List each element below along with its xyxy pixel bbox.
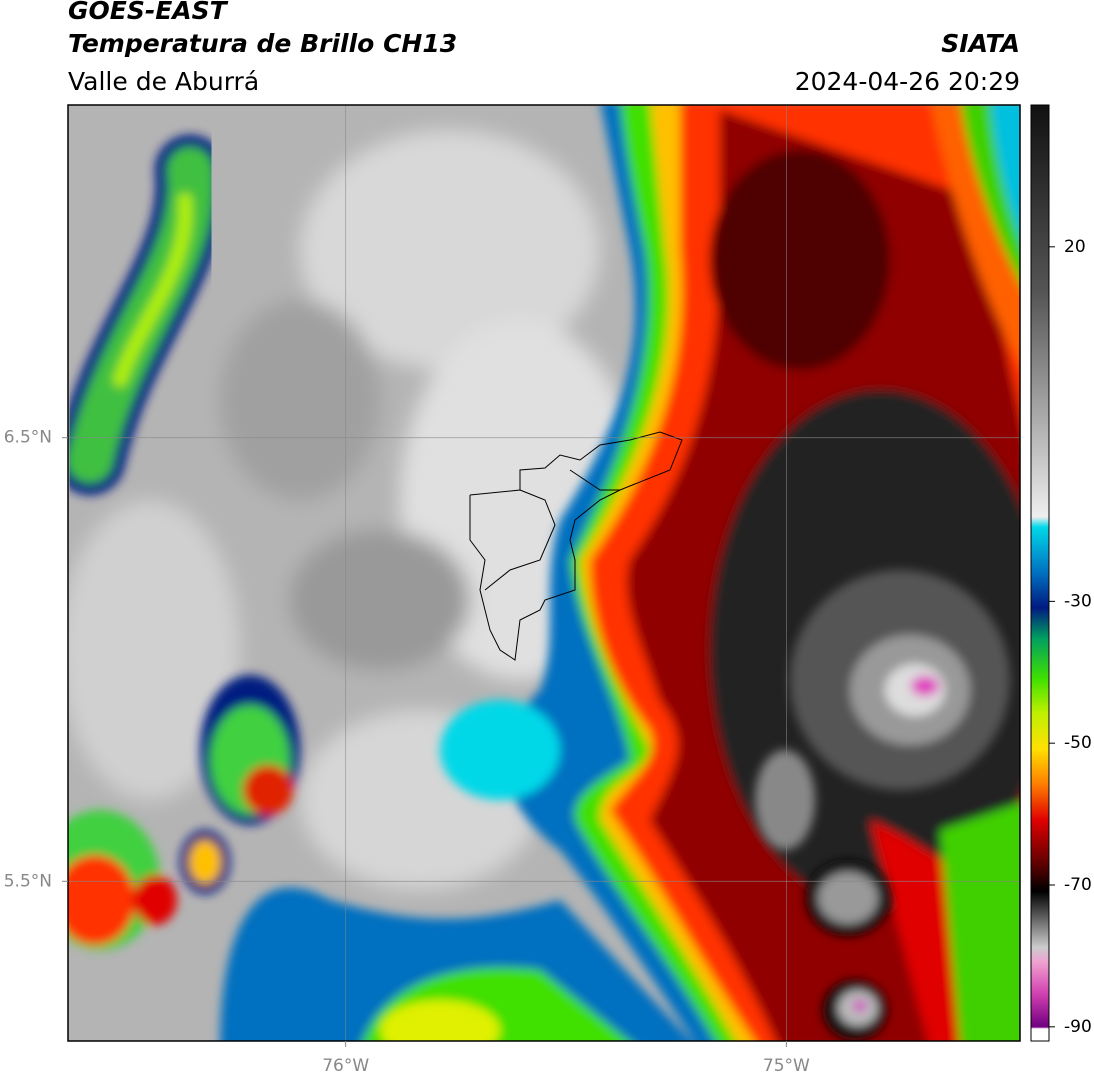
title: GOES-EAST xyxy=(68,0,229,25)
colorbar-tick-label: 20 xyxy=(1064,237,1086,257)
x-tick-label: 75°W xyxy=(763,1056,810,1076)
datetime: 2024-04-26 20:29 xyxy=(795,67,1020,96)
colorbar-tick-label: -90 xyxy=(1064,1017,1092,1037)
colorbar-tick-label: -70 xyxy=(1064,875,1092,895)
region: Valle de Aburrá xyxy=(68,67,259,96)
y-tick-label: 6.5°N xyxy=(4,428,52,448)
y-tick-label: 5.5°N xyxy=(4,871,52,891)
x-tick-label: 76°W xyxy=(322,1056,369,1076)
map-frame xyxy=(67,104,1021,1042)
agency: SIATA xyxy=(941,29,1020,58)
satellite-image xyxy=(68,105,1020,1041)
subtitle: Temperatura de Brillo CH13 xyxy=(68,29,457,58)
colorbar xyxy=(1030,104,1050,1042)
grid xyxy=(68,105,1020,1041)
colorbar-tick-label: -50 xyxy=(1064,733,1092,753)
colorbar-tick-label: -30 xyxy=(1064,591,1092,611)
